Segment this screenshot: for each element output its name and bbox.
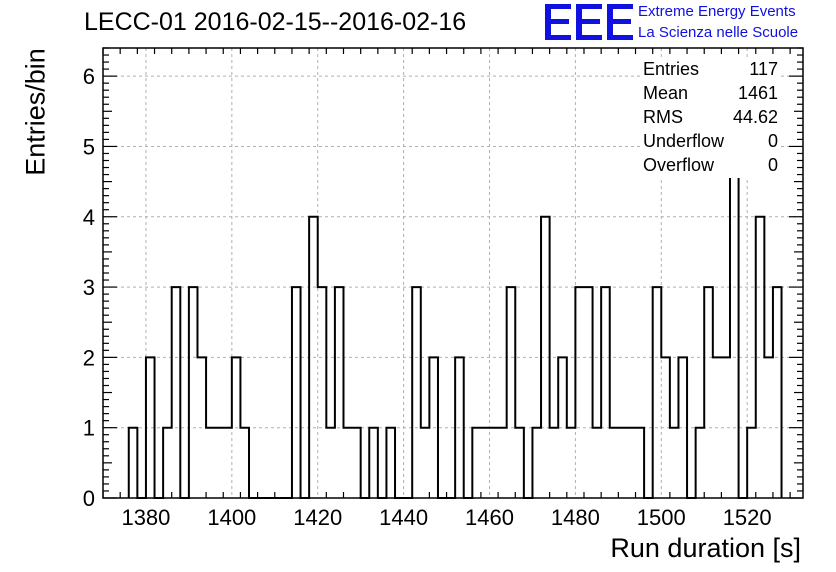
histogram-bin [764, 357, 773, 498]
histogram-bin [386, 428, 395, 498]
histogram-bin [369, 428, 378, 498]
histogram-bin [713, 357, 722, 498]
histogram-bin [678, 357, 687, 498]
histogram-bin [532, 428, 541, 498]
histogram-bin [472, 428, 481, 498]
histogram-bin [575, 287, 584, 498]
histogram-bin [163, 428, 172, 498]
stats-value: 1461 [737, 83, 778, 103]
stats-label: Overflow [643, 155, 715, 175]
y-tick-labels: 0 1 2 3 4 5 6 [83, 64, 95, 511]
y-axis-label: Entries/bin [20, 48, 51, 176]
histogram-bin [352, 428, 361, 498]
stats-row-underflow: Underflow 0 [640, 130, 780, 154]
histogram-series [127, 75, 783, 499]
stats-value: 0 [767, 155, 778, 175]
stats-label: Underflow [643, 131, 725, 151]
histogram-bin [670, 428, 679, 498]
stats-value: 44.62 [732, 107, 778, 127]
x-tick-label: 1500 [637, 505, 686, 530]
histogram-bin [223, 428, 232, 498]
y-tick-label: 0 [83, 486, 95, 511]
stats-label: Entries [643, 59, 700, 79]
y-tick-label: 3 [83, 275, 95, 300]
stats-value: 0 [767, 131, 778, 151]
histogram-bin [756, 217, 765, 498]
axes [102, 47, 804, 499]
histogram-bin [326, 428, 335, 498]
histogram-bin [215, 428, 224, 498]
x-tick-label: 1520 [723, 505, 772, 530]
histogram-bin [481, 428, 490, 498]
stats-box: Entries 117 Mean 1461 RMS 44.62 Underflo… [640, 58, 780, 178]
histogram-bin [704, 287, 713, 498]
histogram-bin [636, 428, 645, 498]
histogram-bin [172, 287, 181, 498]
y-tick-label: 4 [83, 205, 95, 230]
histogram-bin [610, 428, 619, 498]
chart-title: LECC-01 2016-02-15--2016-02-16 [84, 8, 467, 36]
histogram-bin [189, 287, 198, 498]
y-tick-label: 5 [83, 134, 95, 159]
histogram-bin [335, 287, 344, 498]
histogram-bin [653, 287, 662, 498]
histogram-bin [515, 428, 524, 498]
stats-label: RMS [643, 107, 683, 127]
histogram-bin [129, 428, 138, 498]
y-tick-label: 2 [83, 345, 95, 370]
histogram-bin [455, 357, 464, 498]
histogram-bin [507, 287, 516, 498]
logo-line-1: Extreme Energy Events [638, 3, 796, 20]
x-tick-label: 1460 [465, 505, 514, 530]
stats-row-mean: Mean 1461 [640, 82, 780, 106]
x-tick-label: 1440 [379, 505, 428, 530]
logo-mark [545, 4, 633, 40]
histogram-bin [550, 428, 559, 498]
histogram-bin [490, 428, 499, 498]
y-tick-label: 1 [83, 416, 95, 441]
x-axis-label: Run duration [s] [610, 533, 801, 563]
x-tick-label: 1420 [293, 505, 342, 530]
histogram-bin [412, 287, 421, 498]
histogram-bin [747, 428, 756, 498]
histogram-bin [318, 287, 327, 498]
histogram-bin [773, 287, 782, 498]
logo-line-2: La Scienza nelle Scuole [638, 24, 799, 41]
histogram-bin [558, 357, 567, 498]
x-tick-label: 1400 [207, 505, 256, 530]
stats-row-rms: RMS 44.62 [640, 106, 780, 130]
histogram-bin [206, 428, 215, 498]
histogram-bin [567, 428, 576, 498]
histogram-bin [721, 357, 730, 498]
histogram-bin [240, 428, 249, 498]
histogram-bin [541, 217, 550, 498]
stats-label: Mean [643, 83, 689, 103]
x-tick-label: 1380 [121, 505, 170, 530]
histogram-bin [197, 357, 206, 498]
histogram-bin [421, 428, 430, 498]
histogram-bin [593, 428, 602, 498]
x-tick-label: 1480 [551, 505, 600, 530]
histogram-bin [232, 357, 241, 498]
stats-value: 117 [749, 59, 778, 79]
histogram-bin [498, 428, 507, 498]
histogram-outline [127, 75, 783, 499]
stats-row-overflow: Overflow 0 [640, 154, 780, 178]
histogram-bin [584, 287, 593, 498]
histogram-bin [601, 287, 610, 498]
histogram-bin [696, 428, 705, 498]
x-tick-labels: 1380 1400 1420 1440 1460 1480 1500 1520 [121, 505, 771, 530]
y-tick-label: 6 [83, 64, 95, 89]
histogram-bin [146, 357, 155, 498]
histogram-bin [343, 428, 352, 498]
eee-logo [545, 4, 633, 40]
histogram-bin [292, 287, 301, 498]
histogram-bin [429, 357, 438, 498]
histogram-bin [618, 428, 627, 498]
stats-row-entries: Entries 117 [640, 58, 780, 82]
histogram-bin [661, 357, 670, 498]
histogram-bin [627, 428, 636, 498]
histogram-bin [309, 217, 318, 498]
